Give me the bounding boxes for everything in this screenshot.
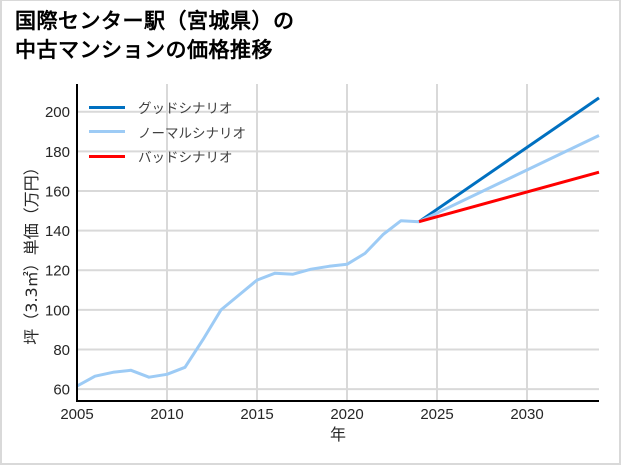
series-line-1 [76, 134, 600, 388]
legend-item-bad: バッドシナリオ [89, 144, 246, 169]
chart-title: 国際センター駅（宮城県）の 中古マンションの価格推移 [15, 7, 295, 65]
x-tick-label: 2015 [240, 406, 273, 423]
legend-item-good: グッドシナリオ [89, 95, 246, 120]
y-axis-title: 坪（3.3㎡）単価（万円） [22, 159, 41, 345]
series-line-0 [418, 96, 600, 223]
x-tick-label: 2010 [150, 406, 183, 423]
x-axis-title: 年 [329, 425, 347, 444]
legend: グッドシナリオ ノーマルシナリオ バッドシナリオ [89, 95, 246, 169]
x-tick-label: 2025 [420, 406, 453, 423]
legend-label-good: グッドシナリオ [138, 101, 233, 118]
chart-title-line-2: 中古マンションの価格推移 [15, 38, 273, 62]
y-tick-label: 140 [45, 223, 70, 240]
chart-title-line-1: 国際センター駅（宮城県）の [15, 9, 295, 33]
legend-label-normal: ノーマルシナリオ [138, 125, 246, 142]
y-tick-label: 80 [53, 342, 70, 359]
series-line-2 [418, 170, 600, 224]
gridlines [77, 84, 599, 401]
series-lines [76, 96, 600, 388]
y-tick-label: 160 [45, 183, 70, 200]
tick-labels: 60 80 100 120 140 160 180 200 2005 2010 2015 2020 20… [45, 104, 544, 423]
legend-label-bad: バッドシナリオ [138, 150, 233, 167]
y-tick-label: 100 [45, 302, 70, 319]
y-tick-label: 200 [45, 104, 70, 121]
legend-swatch-good [89, 105, 125, 109]
y-tick-label: 180 [45, 144, 70, 161]
legend-swatch-normal [89, 130, 125, 134]
y-tick-label: 60 [53, 382, 70, 399]
legend-swatch-bad [89, 154, 125, 158]
x-tick-label: 2020 [330, 406, 363, 423]
y-tick-label: 120 [45, 263, 70, 280]
x-tick-label: 2005 [60, 406, 93, 423]
x-tick-label: 2030 [510, 406, 543, 423]
axes [76, 84, 599, 402]
legend-item-normal: ノーマルシナリオ [89, 120, 246, 145]
